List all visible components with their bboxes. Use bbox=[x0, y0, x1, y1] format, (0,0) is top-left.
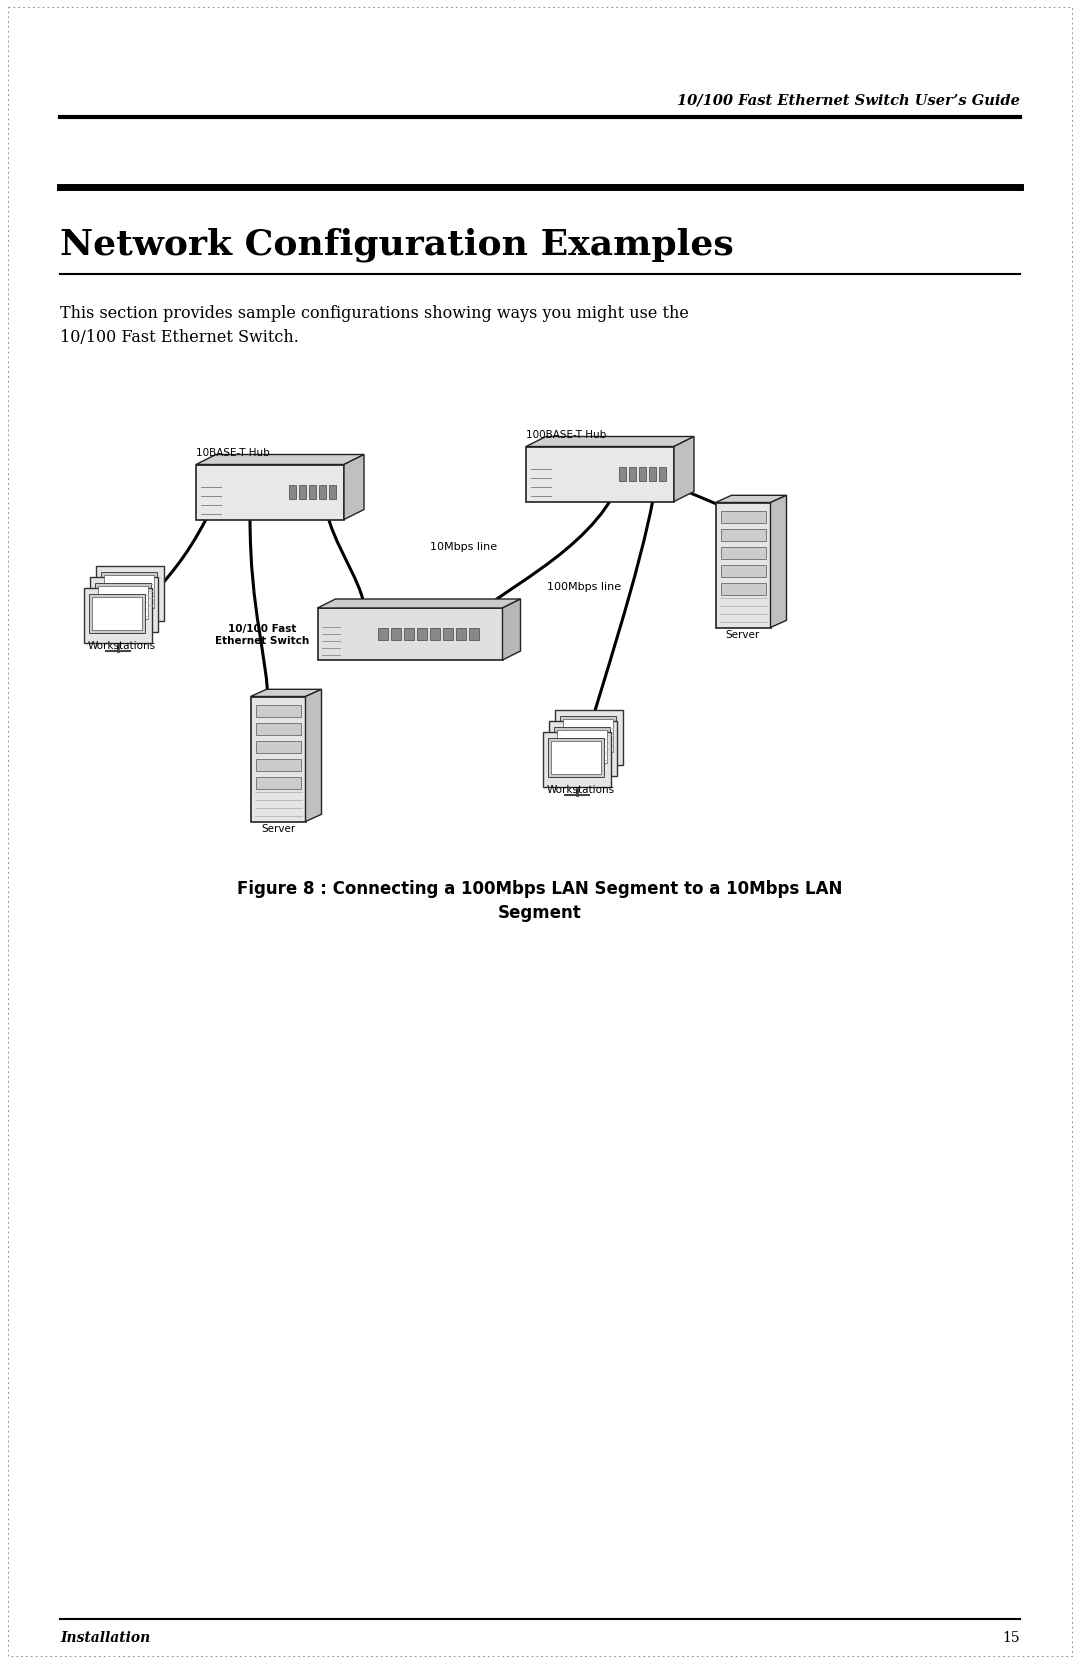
Bar bbox=[289, 486, 296, 499]
Polygon shape bbox=[502, 599, 521, 661]
Bar bbox=[720, 582, 766, 596]
Bar bbox=[526, 448, 674, 503]
Bar bbox=[309, 486, 316, 499]
Bar bbox=[548, 739, 604, 777]
Bar bbox=[104, 576, 154, 607]
Bar bbox=[256, 724, 300, 735]
Bar bbox=[96, 566, 164, 621]
Bar bbox=[720, 547, 766, 559]
Text: Workstations: Workstations bbox=[87, 641, 157, 651]
Text: Network Configuration Examples: Network Configuration Examples bbox=[60, 228, 733, 263]
Bar bbox=[639, 468, 646, 481]
Polygon shape bbox=[251, 691, 322, 697]
Text: 10BASE-T Hub: 10BASE-T Hub bbox=[195, 448, 270, 458]
Bar bbox=[98, 586, 148, 619]
Text: Installation: Installation bbox=[60, 1631, 150, 1644]
Bar bbox=[659, 468, 666, 481]
Bar bbox=[90, 577, 158, 632]
Bar bbox=[95, 582, 151, 622]
Bar bbox=[430, 629, 440, 641]
Bar bbox=[554, 727, 610, 765]
Text: This section provides sample configurations showing ways you might use the
10/10: This section provides sample configurati… bbox=[60, 305, 689, 346]
Bar bbox=[551, 740, 600, 774]
Polygon shape bbox=[306, 691, 322, 822]
Text: Server: Server bbox=[726, 631, 760, 641]
Bar bbox=[92, 597, 141, 631]
Text: 10/100 Fast
Ethernet Switch: 10/100 Fast Ethernet Switch bbox=[215, 624, 310, 646]
Text: 10Mbps line: 10Mbps line bbox=[430, 542, 497, 552]
Bar bbox=[715, 503, 770, 627]
Bar bbox=[256, 759, 300, 770]
Bar bbox=[89, 594, 145, 632]
Bar bbox=[563, 719, 613, 752]
Polygon shape bbox=[195, 456, 364, 466]
Bar bbox=[469, 629, 478, 641]
Bar bbox=[256, 777, 300, 789]
Bar bbox=[102, 572, 157, 611]
Bar bbox=[84, 587, 152, 642]
Bar bbox=[720, 566, 766, 577]
Bar bbox=[391, 629, 401, 641]
Bar bbox=[443, 629, 453, 641]
Bar bbox=[195, 466, 345, 521]
Text: Workstations: Workstations bbox=[546, 784, 616, 794]
Bar bbox=[378, 629, 388, 641]
Bar bbox=[417, 629, 427, 641]
Bar bbox=[318, 609, 502, 661]
Text: 15: 15 bbox=[1002, 1631, 1020, 1644]
Bar bbox=[649, 468, 656, 481]
Text: Segment: Segment bbox=[498, 904, 582, 922]
Bar bbox=[404, 629, 414, 641]
Bar bbox=[549, 721, 617, 775]
Text: 10/100 Fast Ethernet Switch User’s Guide: 10/100 Fast Ethernet Switch User’s Guide bbox=[677, 93, 1020, 106]
Text: 100BASE-T Hub: 100BASE-T Hub bbox=[526, 429, 606, 439]
Bar bbox=[319, 486, 326, 499]
Polygon shape bbox=[770, 496, 786, 627]
Bar bbox=[543, 732, 611, 787]
Text: Server: Server bbox=[261, 824, 295, 834]
Polygon shape bbox=[674, 438, 694, 503]
Bar bbox=[557, 730, 607, 764]
Text: Figure 8 : Connecting a 100Mbps LAN Segment to a 10Mbps LAN: Figure 8 : Connecting a 100Mbps LAN Segm… bbox=[238, 880, 842, 897]
Bar bbox=[619, 468, 626, 481]
Bar bbox=[555, 711, 623, 765]
Bar bbox=[251, 697, 306, 822]
Polygon shape bbox=[345, 456, 364, 521]
Polygon shape bbox=[715, 496, 786, 503]
Bar bbox=[720, 529, 766, 541]
Bar bbox=[299, 486, 306, 499]
Bar bbox=[256, 706, 300, 717]
Polygon shape bbox=[526, 438, 694, 448]
Text: 100Mbps line: 100Mbps line bbox=[546, 582, 621, 592]
Polygon shape bbox=[318, 599, 521, 609]
Bar bbox=[629, 468, 636, 481]
Bar bbox=[456, 629, 465, 641]
Bar bbox=[720, 511, 766, 522]
Bar bbox=[561, 716, 616, 755]
Bar bbox=[256, 740, 300, 754]
Bar bbox=[329, 486, 336, 499]
